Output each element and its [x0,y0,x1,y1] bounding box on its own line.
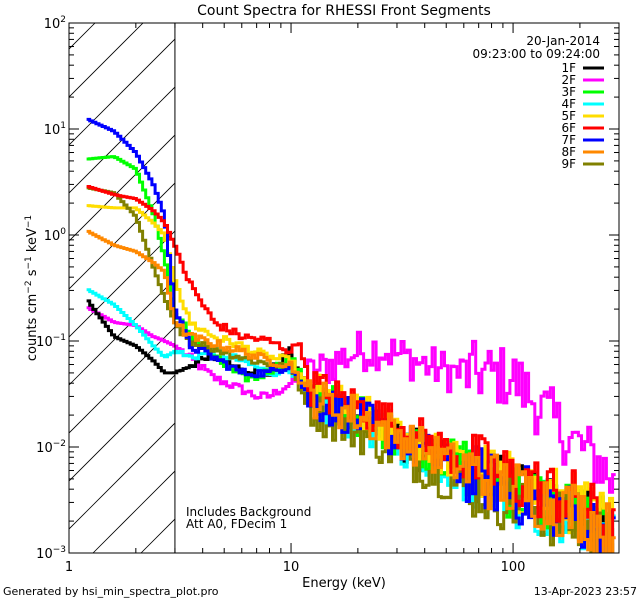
legend-label-6F: 6F [561,121,576,135]
hatch-line [69,23,144,98]
legend-label-5F: 5F [561,109,576,123]
legend-label-4F: 4F [561,97,576,111]
x-tick-label: 100 [501,560,526,575]
date-label: 20-Jan-2014 [526,34,600,48]
hatch-line [0,0,117,553]
plot-frame [68,22,620,554]
hatch-line [69,134,175,242]
axis-ticks [68,22,620,554]
time-range-label: 09:23:00 to 09:24:00 [473,47,600,61]
y-tick-label: 10−3 [36,545,66,562]
hatch-line [525,0,640,553]
x-tick-label: 1 [65,560,73,575]
x-axis-label: Energy (keV) [302,576,386,591]
y-axis-label: counts cm−2 s−1 keV−1 [24,215,40,361]
legend-label-3F: 3F [561,85,576,99]
background-hatched-region [0,0,640,553]
plot-area [0,0,640,553]
legend-label-7F: 7F [561,133,576,147]
legend-label-2F: 2F [561,73,576,87]
y-tick-label: 101 [44,121,66,138]
annotation-background: Includes Background [186,505,311,519]
timestamp-footer: 13-Apr-2023 23:57 [534,585,637,598]
hatch-line [69,182,175,290]
series-line-8F [86,229,616,553]
generated-by-footer: Generated by hsi_min_spectra_plot.pro [3,585,219,598]
hatch-line [69,230,175,338]
hatch-line [69,374,175,482]
x-tick-label: 10 [283,560,300,575]
hatch-line [621,0,640,553]
y-tick-label: 102 [44,15,66,32]
series-line-5F [86,204,615,553]
y-tick-label: 10−1 [36,333,66,350]
legend-label-8F: 8F [561,145,576,159]
legend-label-9F: 9F [561,157,576,171]
series-line-9F [86,186,615,553]
hatch-line [69,422,175,530]
chart-title: Count Spectra for RHESSI Front Segments [197,3,491,19]
y-tick-label: 10−2 [36,439,66,456]
legend-label-1F: 1F [561,61,576,75]
annotation-attenuator: Att A0, FDecim 1 [186,517,287,531]
y-tick-label: 100 [44,227,67,244]
hatch-line [69,38,175,146]
